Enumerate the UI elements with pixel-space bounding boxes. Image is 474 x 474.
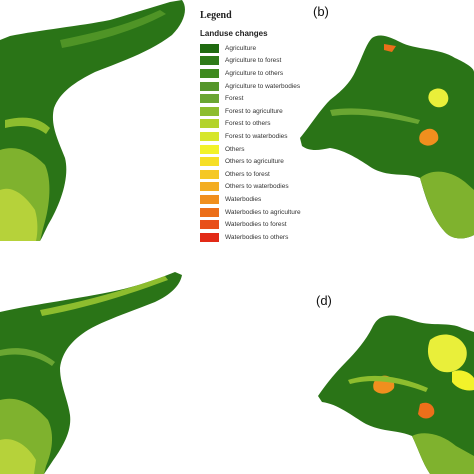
map-region-b-water [419,128,439,146]
legend-label: Agriculture to waterbodies [225,82,301,90]
legend-row: Forest to waterbodies [196,130,316,143]
legend-subtitle: Landuse changes [200,29,268,38]
legend-swatch [200,232,219,242]
legend-title: Legend [200,10,232,21]
legend-label: Forest [225,95,244,103]
map-panel-d [318,315,474,474]
legend-label: Others to agriculture [225,158,284,166]
legend-row: Forest to agriculture [196,105,316,118]
legend-items: Agriculture Agriculture to forest Agricult… [196,42,316,244]
map-region-c-stripe [0,348,55,366]
legend-swatch [200,220,219,230]
map-legend: Legend Landuse changes Agriculture Agricu… [196,10,316,244]
map-region-b-water2 [384,44,396,52]
legend-swatch [200,119,219,129]
map-panel-c [0,272,182,474]
legend-row: Others to agriculture [196,155,316,168]
legend-row: Waterbodies to forest [196,218,316,231]
legend-label: Waterbodies to others [225,233,289,241]
legend-label: Waterbodies to forest [225,221,287,229]
legend-swatch [200,94,219,104]
legend-row: Forest [196,92,316,105]
legend-swatch [200,81,219,91]
map-region-d-urban2 [452,370,474,391]
legend-swatch [200,131,219,141]
legend-row: Forest to others [196,118,316,131]
legend-swatch [200,157,219,167]
map-region-d-light [412,433,474,474]
map-region-d-stripe [348,375,428,392]
legend-label: Agriculture [225,44,257,52]
legend-row: Agriculture to others [196,67,316,80]
legend-row: Waterbodies to agriculture [196,206,316,219]
legend-label: Forest to agriculture [225,107,283,115]
map-panel-b [300,35,474,239]
legend-label: Agriculture to forest [225,57,282,65]
legend-row: Waterbodies to others [196,231,316,244]
panel-label-b: (b) [313,4,329,19]
map-region-c-yellow [0,439,36,474]
map-region-a-yellow [0,188,38,241]
map-region-d-water2 [418,402,435,419]
legend-row: Agriculture [196,42,316,55]
legend-swatch [200,207,219,217]
legend-label: Forest to others [225,120,271,128]
map-region-a-stripe [5,117,50,134]
legend-label: Others [225,145,245,153]
legend-swatch [200,106,219,116]
map-region-c-ridge [40,276,168,316]
map-region-b-light [420,171,474,239]
legend-row: Agriculture to forest [196,55,316,68]
map-region-a-ridge [60,10,166,48]
map-region-d-urban [427,334,467,373]
map-region-b-stripe [330,108,420,124]
panel-label-d: (d) [316,293,332,308]
legend-swatch [200,56,219,66]
legend-row: Others [196,143,316,156]
legend-label: Others to waterbodies [225,183,289,191]
legend-swatch [200,169,219,179]
legend-row: Waterbodies [196,193,316,206]
legend-label: Others to forest [225,170,270,178]
legend-row: Agriculture to waterbodies [196,80,316,93]
legend-label: Waterbodies to agriculture [225,208,301,216]
legend-swatch [200,43,219,53]
legend-swatch [200,194,219,204]
map-region-b-urban [428,88,449,108]
legend-swatch [200,182,219,192]
map-panel-a [0,0,185,241]
legend-label: Waterbodies [225,195,262,203]
legend-label: Agriculture to others [225,69,284,77]
legend-label: Forest to waterbodies [225,132,288,140]
legend-row: Others to waterbodies [196,181,316,194]
legend-swatch [200,144,219,154]
legend-swatch [200,68,219,78]
legend-row: Others to forest [196,168,316,181]
